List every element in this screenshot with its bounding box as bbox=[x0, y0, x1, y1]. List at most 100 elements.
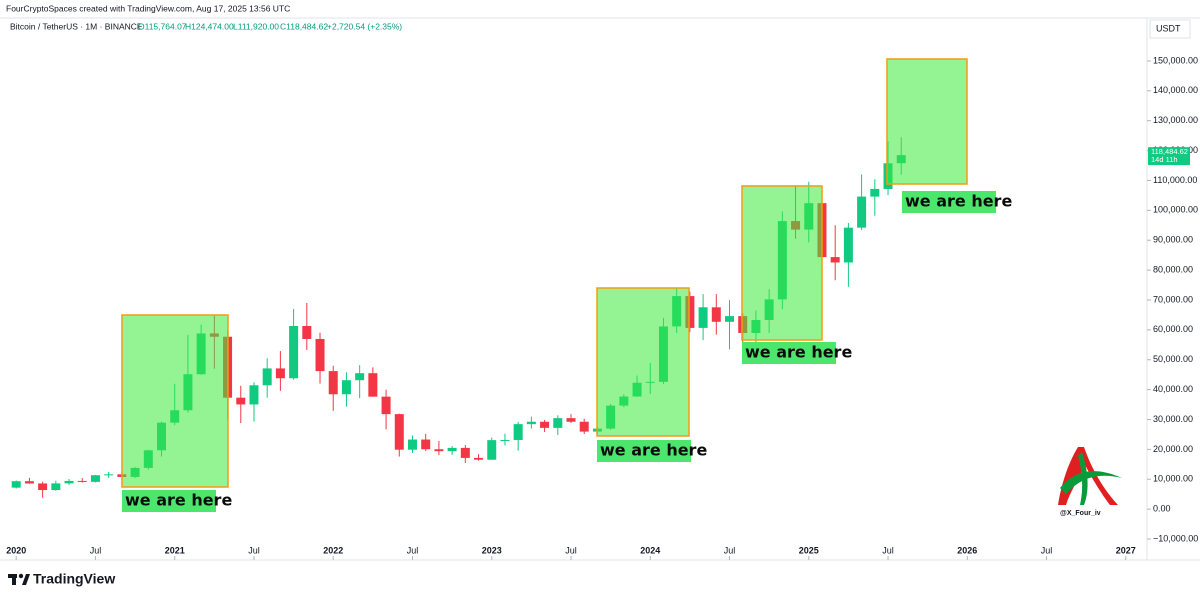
highlight-box bbox=[886, 58, 968, 185]
y-tick-label: 60,000.00 bbox=[1153, 324, 1193, 334]
candle-body bbox=[698, 307, 708, 328]
annotations: we are here we are here we are here we a… bbox=[121, 58, 1012, 512]
x-tick-label: Jul bbox=[724, 545, 736, 555]
candle-body bbox=[90, 475, 100, 482]
candle-body bbox=[328, 371, 338, 395]
candle-body bbox=[460, 447, 470, 458]
candle-body bbox=[24, 481, 34, 484]
candle-body bbox=[381, 396, 391, 415]
candle-body bbox=[236, 397, 246, 405]
watermark: @X_Four_iv bbox=[1060, 510, 1101, 517]
candle-body bbox=[725, 316, 735, 322]
currency-box[interactable] bbox=[1149, 19, 1191, 39]
candle-body bbox=[341, 380, 351, 395]
candle-body bbox=[38, 483, 48, 491]
y-tick-label: 0.00 bbox=[1153, 504, 1171, 514]
y-tick-label: 30,000.00 bbox=[1153, 414, 1193, 424]
x-tick-label: 2023 bbox=[482, 545, 502, 555]
candle-body bbox=[355, 373, 365, 381]
symbol: Bitcoin / TetherUS · 1M · BINANCE bbox=[10, 21, 143, 31]
highlight-box bbox=[596, 287, 690, 437]
candle-body bbox=[394, 414, 404, 450]
currency: USDT bbox=[1156, 23, 1181, 33]
y-tick-label: 130,000.00 bbox=[1153, 115, 1198, 125]
y-tick-label: 90,000.00 bbox=[1153, 235, 1193, 245]
brand[interactable]: TradingView bbox=[33, 571, 115, 587]
credit: FourCryptoSpaces created with TradingVie… bbox=[6, 3, 290, 13]
candle-body bbox=[407, 439, 417, 450]
y-tick-label: 150,000.00 bbox=[1153, 55, 1198, 65]
annotation-label-bg bbox=[742, 342, 836, 364]
x-tick-label: 2021 bbox=[165, 545, 185, 555]
x-tick-label: 2022 bbox=[323, 545, 343, 555]
candle-body bbox=[474, 457, 484, 460]
x-tick-label: 2026 bbox=[957, 545, 977, 555]
ohlc-close: C118,484.62 bbox=[280, 21, 328, 31]
candle-body bbox=[302, 325, 312, 339]
candle-body bbox=[685, 296, 695, 328]
annotation-label: we are here bbox=[745, 343, 852, 362]
y-tick-label: −10,000.00 bbox=[1153, 533, 1198, 543]
annotation-label: we are here bbox=[125, 491, 232, 510]
candle-body bbox=[500, 439, 510, 441]
x-tick-label: 2024 bbox=[640, 545, 660, 555]
candle-body bbox=[857, 196, 867, 228]
candle-body bbox=[830, 257, 840, 263]
ohlc-open: O115,764.07 bbox=[138, 21, 187, 31]
candle-body bbox=[870, 188, 880, 197]
x-tick-label: Jul bbox=[882, 545, 894, 555]
x-tick-label: Jul bbox=[248, 545, 260, 555]
candle-body bbox=[434, 449, 444, 452]
candle-body bbox=[447, 447, 457, 452]
candle-body bbox=[513, 424, 523, 440]
y-tick-label: 70,000.00 bbox=[1153, 294, 1193, 304]
last-price-label: 118,484.62 bbox=[1151, 147, 1188, 156]
change: +2,720.54 (+2.35%) bbox=[327, 21, 402, 31]
candle-body bbox=[421, 439, 431, 450]
candle-body bbox=[275, 368, 285, 379]
y-tick-label: 20,000.00 bbox=[1153, 444, 1193, 454]
x-tick-label: Jul bbox=[90, 545, 102, 555]
y-tick-label: 100,000.00 bbox=[1153, 205, 1198, 215]
candle-body bbox=[289, 325, 299, 379]
x-tick-label: 2027 bbox=[1116, 545, 1136, 555]
ohlc-low: L111,920.00 bbox=[233, 21, 279, 31]
candle-body bbox=[249, 385, 259, 405]
annotation-label: we are here bbox=[600, 441, 707, 460]
candle-body bbox=[711, 307, 721, 322]
candle-body bbox=[77, 480, 87, 482]
last-price-box bbox=[1148, 147, 1190, 166]
y-tick-label: 40,000.00 bbox=[1153, 384, 1193, 394]
candle-body bbox=[64, 480, 74, 484]
brand-logo[interactable] bbox=[8, 573, 30, 585]
highlight-box bbox=[741, 185, 823, 341]
highlight-box bbox=[121, 314, 229, 488]
y-tick-label: 10,000.00 bbox=[1153, 474, 1193, 484]
candle-body bbox=[553, 418, 563, 428]
countdown: 14d 11h bbox=[1151, 155, 1178, 164]
candle-body bbox=[262, 368, 272, 386]
x-tick-label: Jul bbox=[565, 545, 577, 555]
annotation-label-bg bbox=[902, 191, 996, 213]
x-tick-label: 2020 bbox=[6, 545, 26, 555]
candle-body bbox=[368, 373, 378, 397]
candle-body bbox=[104, 474, 114, 476]
candle-body bbox=[315, 338, 325, 372]
candle-body bbox=[487, 440, 497, 460]
candle-body bbox=[843, 227, 853, 263]
candle-body bbox=[579, 421, 589, 432]
candle-body bbox=[11, 481, 21, 488]
annotation-label: we are here bbox=[905, 192, 1012, 211]
annotation-label-bg bbox=[597, 440, 691, 462]
watermark-logo bbox=[1058, 447, 1122, 505]
y-tick-label: 80,000.00 bbox=[1153, 264, 1193, 274]
candle-body bbox=[566, 418, 576, 422]
y-tick-label: 50,000.00 bbox=[1153, 354, 1193, 364]
annotation-label-bg bbox=[122, 490, 216, 512]
candle-body bbox=[526, 421, 536, 425]
y-tick-label: 140,000.00 bbox=[1153, 85, 1198, 95]
y-tick-label: 110,000.00 bbox=[1153, 175, 1197, 185]
x-tick-label: Jul bbox=[407, 545, 419, 555]
